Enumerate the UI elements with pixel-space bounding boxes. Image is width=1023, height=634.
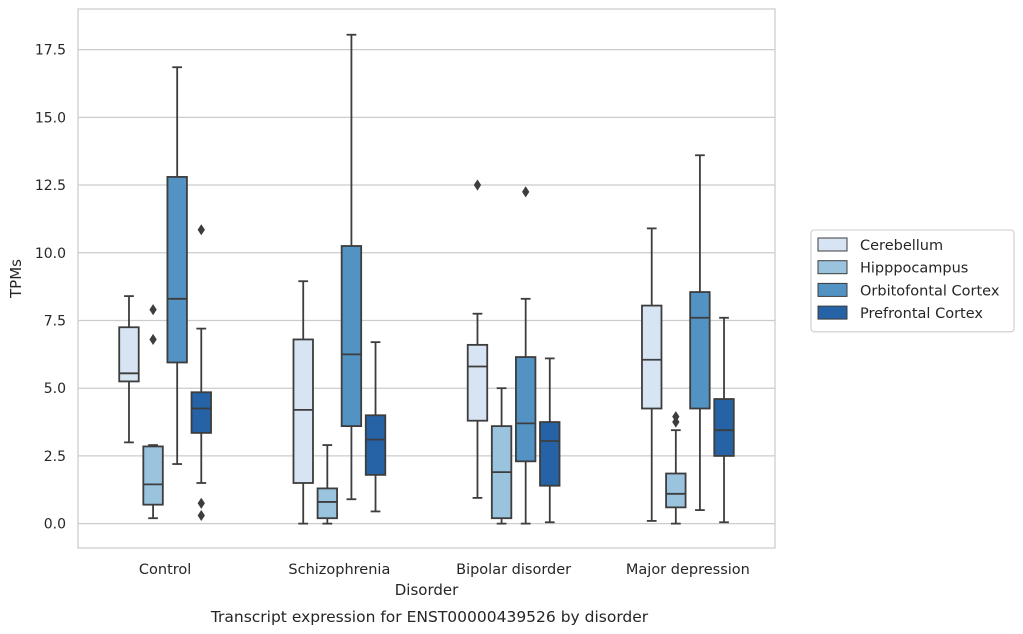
x-axis-label: Disorder: [395, 581, 459, 599]
box-iqr: [142, 445, 164, 506]
legend-swatch: [817, 260, 848, 275]
legend-label: Prefrontal Cortex: [860, 306, 983, 322]
box-group: [515, 186, 537, 525]
box-iqr: [292, 338, 314, 484]
y-tick-label: 17.5: [35, 43, 66, 59]
box-group: [316, 444, 338, 525]
legend-frame: [810, 229, 1015, 333]
y-tick-label: 10.0: [35, 246, 66, 262]
box-group: [142, 304, 164, 520]
box-iqr: [539, 421, 561, 487]
plot-area-frame: [77, 8, 776, 549]
box-group: [713, 316, 735, 524]
box-group: [340, 33, 363, 501]
y-tick-label: 0.0: [44, 517, 66, 533]
outlier-marker: [473, 179, 482, 191]
box-iqr: [190, 391, 212, 434]
legend-swatch: [817, 237, 848, 252]
outlier-marker: [149, 304, 157, 316]
x-tick-label: Bipolar disorder: [456, 562, 571, 578]
y-tick-label: 5.0: [44, 381, 66, 397]
box-iqr: [515, 356, 537, 463]
outlier-marker: [197, 509, 205, 522]
box-group: [490, 387, 513, 525]
box-iqr: [118, 326, 140, 383]
outlier-marker: [522, 186, 530, 198]
box-iqr: [665, 472, 687, 509]
box-iqr: [316, 487, 338, 520]
box-iqr: [364, 414, 387, 476]
gridlines: [78, 49, 775, 525]
box-plot-marks: [118, 33, 735, 525]
box-iqr: [713, 398, 735, 457]
legend-swatch: [817, 282, 848, 297]
box-group: [689, 154, 711, 511]
outlier-marker: [149, 333, 157, 345]
x-axis-ticks: Control Schizophrenia Bipolar disorder Majo…: [139, 562, 750, 578]
y-tick-label: 7.5: [44, 313, 66, 329]
outlier-marker: [197, 224, 205, 236]
outlier-marker: [197, 497, 205, 509]
outlier-marker: [672, 411, 680, 423]
x-tick-label: Control: [139, 562, 191, 578]
box-iqr: [466, 343, 489, 422]
box-group: [641, 227, 663, 522]
y-tick-label: 2.5: [44, 449, 66, 465]
x-tick-label: Major depression: [626, 562, 750, 578]
x-tick-label: Schizophrenia: [288, 562, 390, 578]
legend-label: Cerebellum: [860, 238, 943, 254]
y-tick-label: 12.5: [35, 178, 66, 194]
chart-caption: Transcript expression for ENST0000043952…: [210, 608, 649, 626]
legend-label: Orbitofontal Cortex: [860, 283, 1000, 299]
box-group: [539, 357, 561, 524]
box-group: [665, 411, 687, 525]
y-axis-label: TPMs: [7, 259, 25, 299]
box-iqr: [166, 176, 188, 364]
box-iqr: [340, 245, 363, 428]
box-group: [166, 66, 188, 465]
box-group: [190, 224, 212, 522]
box-group: [292, 280, 314, 525]
legend-swatch: [817, 305, 848, 320]
box-group: [118, 295, 140, 444]
legend: Cerebellum Hipppocampus Orbitofontal Corte…: [810, 229, 1015, 333]
legend-label: Hipppocampus: [860, 261, 968, 277]
box-iqr: [641, 304, 663, 410]
y-axis-ticks: 0.0 2.5 5.0 7.5 10.0 12.5 15.0 17.5: [35, 43, 66, 533]
box-group: [466, 179, 489, 499]
y-tick-label: 15.0: [35, 110, 66, 126]
box-group: [364, 341, 387, 513]
box-iqr: [689, 291, 711, 410]
